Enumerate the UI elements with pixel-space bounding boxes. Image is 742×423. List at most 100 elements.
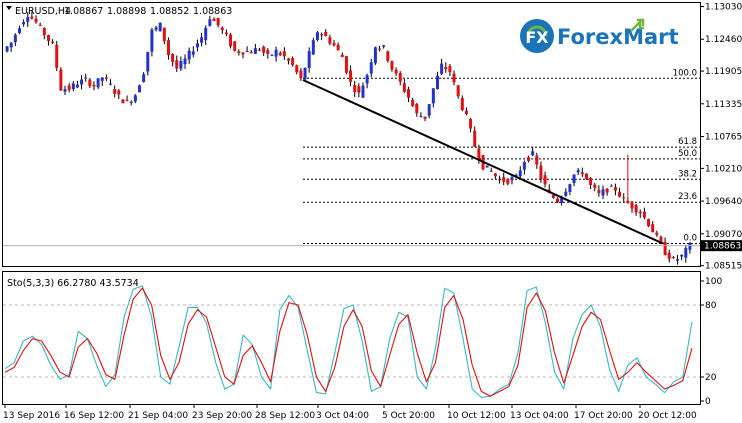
fib-level-label: 50.0 [678,149,697,159]
candle [390,60,394,72]
price-tick-label: 1.10210 [705,164,742,174]
candle [485,165,489,168]
price-tick-label: 1.12460 [705,35,742,45]
candle [527,155,531,163]
candle [63,85,67,96]
candle [460,95,464,112]
price-tick-label: 1.13030 [705,3,742,13]
candle [605,188,609,196]
candle [564,188,568,197]
growth-arrow-icon [630,18,644,32]
fib-level-label: 0.0 [683,234,697,244]
candle [229,32,233,49]
candle [150,27,154,57]
forexmart-logo-icon [520,19,554,53]
candle [539,161,543,183]
time-axis: 13 Sep 2016 16 Sep 12:00 21 Sep 04:00 23 Se… [3,404,697,421]
candle [104,74,108,82]
stochastic-levels [3,304,700,378]
candle [622,193,626,203]
candle [386,50,390,63]
candle [680,254,684,261]
candle [634,204,638,216]
candle [369,58,373,78]
candle [191,46,195,58]
candle [51,39,55,45]
candle [642,207,646,220]
candle [473,126,477,148]
logo-letters: FX [525,28,549,47]
candle [179,56,183,71]
candle [663,237,667,256]
candle [324,29,328,37]
candle [278,51,282,56]
price-tick-label: 1.10765 [705,133,742,143]
candle [522,160,526,175]
candle [568,183,572,196]
candle [22,19,26,27]
time-tick-label: 3 Oct 04:00 [316,411,369,421]
candle [647,218,651,227]
candle [630,201,634,213]
candle [175,55,179,73]
header-high: 1.08898 [107,6,146,17]
candle [5,45,9,53]
collapse-arrow-icon[interactable] [6,6,12,10]
candle [498,175,502,184]
candle [365,73,369,89]
stochastic-signal-line [4,287,693,397]
candle [489,167,493,172]
candle [311,37,315,55]
candle [427,104,431,119]
candle [142,72,146,83]
candle [71,81,75,92]
candle [253,43,257,54]
fibonacci-retracement[interactable]: 100.0 61.8 50.0 38.2 23.6 0.0 [303,68,700,245]
candle [286,57,290,65]
fib-level-label: 23.6 [678,192,697,202]
candle [109,79,113,86]
candle [113,85,117,98]
price-tick-label: 1.08515 [705,262,742,272]
candle [361,82,365,98]
candle [638,209,642,218]
candle [117,89,121,99]
candle [216,17,220,28]
header-low: 1.08852 [150,6,189,17]
stochastic-panel[interactable] [2,271,701,405]
stochastic-tick-label: 20 [705,373,717,383]
candle [419,112,423,118]
candle [42,27,46,40]
candle [357,83,361,98]
price-panel[interactable] [2,2,701,267]
candle [291,56,295,67]
candle [171,53,175,67]
candle [208,15,212,27]
candle [245,46,249,53]
candle [96,78,100,90]
candle [531,147,535,157]
candle [224,29,228,37]
candle [613,183,617,196]
candle [187,47,191,64]
candle [655,230,659,237]
candle [100,77,104,86]
trendline[interactable] [302,79,664,245]
candle [237,49,241,56]
candle [282,47,286,60]
candle [46,34,50,46]
candle [241,52,245,59]
candle [233,40,237,52]
candle [183,54,187,69]
time-tick-label: 17 Oct 20:00 [574,411,633,421]
candle [133,94,137,104]
candle [584,173,588,180]
candle [166,37,170,60]
candle [440,58,444,76]
candle [415,102,419,117]
brand-forex: Forex [557,25,624,49]
candle [59,67,63,91]
candle [295,64,299,75]
stochastic-tick-label: 100 [705,277,722,287]
